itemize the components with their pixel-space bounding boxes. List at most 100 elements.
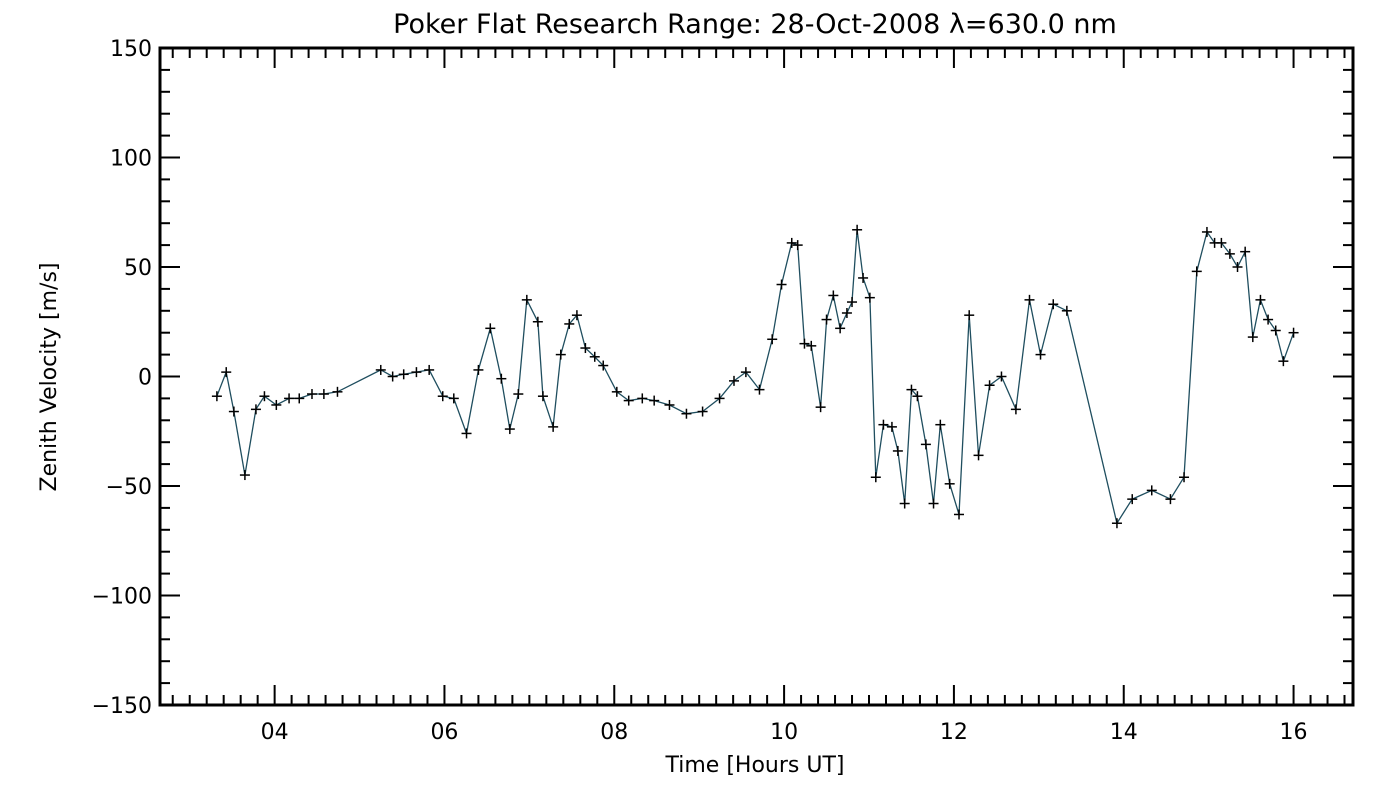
data-point-marker (239, 470, 250, 481)
data-point-marker (1232, 262, 1243, 272)
data-point-marker (411, 367, 422, 378)
plot-frame (158, 46, 1355, 707)
data-point-marker (1165, 494, 1176, 505)
data-point-marker (928, 498, 939, 509)
data-point-marker (461, 428, 472, 439)
x-tick-label: 04 (261, 720, 289, 745)
data-point-marker (294, 393, 305, 404)
data-point-marker (580, 343, 591, 354)
data-point-marker (864, 292, 875, 303)
data-point-marker (548, 421, 559, 432)
data-point-marker (1146, 485, 1157, 496)
data-point-marker (589, 351, 600, 362)
data-point-marker (1061, 305, 1072, 316)
data-point-marker (485, 323, 496, 334)
series-line (216, 229, 1295, 525)
y-tick-label: 50 (124, 256, 152, 281)
axis-ticks (160, 47, 1353, 706)
data-point-marker (740, 367, 751, 378)
data-point-marker (878, 419, 889, 430)
data-point-marker (906, 384, 917, 395)
data-point-marker (1255, 294, 1266, 305)
data-point-marker (623, 395, 634, 406)
data-point-marker (1179, 472, 1190, 483)
data-point-marker (754, 384, 765, 395)
data-point-marker (828, 290, 839, 301)
x-tick-label: 16 (1280, 720, 1308, 745)
y-tick-label: 150 (110, 37, 152, 62)
data-point-marker (284, 393, 295, 404)
data-point-marker (1111, 518, 1122, 529)
data-point-marker (714, 393, 725, 404)
data-point-marker (920, 439, 931, 450)
y-tick-label: −50 (106, 475, 152, 500)
data-point-marker (870, 472, 881, 483)
y-tick-label: 0 (138, 366, 152, 391)
data-point-marker (858, 272, 869, 283)
data-point-marker (892, 445, 903, 456)
y-tick-label: −150 (92, 694, 152, 719)
data-point-marker (398, 369, 409, 380)
data-point-marker (1048, 299, 1059, 310)
data-point-marker (555, 349, 566, 360)
data-point-marker (318, 389, 329, 400)
data-point-marker (221, 367, 232, 378)
data-point-marker (504, 424, 515, 435)
axis-tick-labels: 04 06 08 10 12 14 16 150 100 50 0 −50 −100 −150 (92, 37, 1308, 745)
data-point-marker (1224, 248, 1235, 259)
data-point-marker (437, 391, 448, 402)
data-point-marker (375, 364, 386, 375)
data-point-marker (973, 450, 984, 461)
data-point-marker (448, 393, 459, 404)
chart-title: Poker Flat Research Range: 28-Oct-2008 λ… (393, 9, 1117, 40)
data-point-marker (944, 478, 955, 489)
data-point-marker (649, 395, 660, 406)
data-point-marker (815, 402, 826, 413)
x-tick-label: 12 (940, 720, 968, 745)
data-point-marker (259, 391, 270, 402)
data-point-marker (1024, 294, 1035, 305)
data-point-marker (424, 364, 435, 375)
data-point-marker (912, 391, 923, 402)
data-point-marker (1010, 404, 1021, 415)
data-point-marker (211, 391, 222, 402)
data-point-marker (935, 419, 946, 430)
data-point-marker (1263, 314, 1274, 325)
data-point-marker (799, 338, 810, 349)
data-point-marker (964, 310, 975, 321)
data-point-marker (776, 279, 787, 290)
data-point-marker (332, 386, 343, 397)
data-point-marker (1127, 494, 1138, 505)
data-point-marker (537, 391, 548, 402)
data-point-marker (847, 297, 858, 308)
data-point-marker (1288, 327, 1299, 338)
data-point-marker (841, 307, 852, 318)
x-tick-label: 10 (770, 720, 798, 745)
data-point-marker (532, 316, 543, 327)
y-tick-label: 100 (110, 147, 152, 172)
data-point-marker (767, 334, 778, 345)
data-point-marker (984, 380, 995, 391)
velocity-series (211, 224, 1299, 529)
data-point-marker (271, 399, 282, 410)
data-point-marker (792, 240, 803, 251)
data-point-marker (521, 294, 532, 305)
y-axis-title: Zenith Velocity [m/s] (37, 263, 62, 492)
data-point-marker (1216, 237, 1227, 248)
data-point-marker (1191, 266, 1202, 277)
data-point-marker (728, 375, 739, 386)
data-point-marker (1278, 356, 1289, 367)
data-point-marker (611, 386, 622, 397)
x-axis-title: Time [Hours UT] (665, 753, 845, 778)
x-tick-label: 14 (1110, 720, 1138, 745)
y-tick-label: −100 (92, 585, 152, 610)
data-point-marker (852, 224, 863, 235)
data-point-marker (821, 314, 832, 325)
data-point-marker (886, 421, 897, 432)
data-point-marker (697, 406, 708, 417)
data-point-marker (835, 323, 846, 334)
data-point-marker (306, 389, 317, 400)
data-point-marker (1240, 246, 1251, 257)
data-point-marker (513, 389, 524, 400)
data-point-marker (681, 408, 692, 419)
